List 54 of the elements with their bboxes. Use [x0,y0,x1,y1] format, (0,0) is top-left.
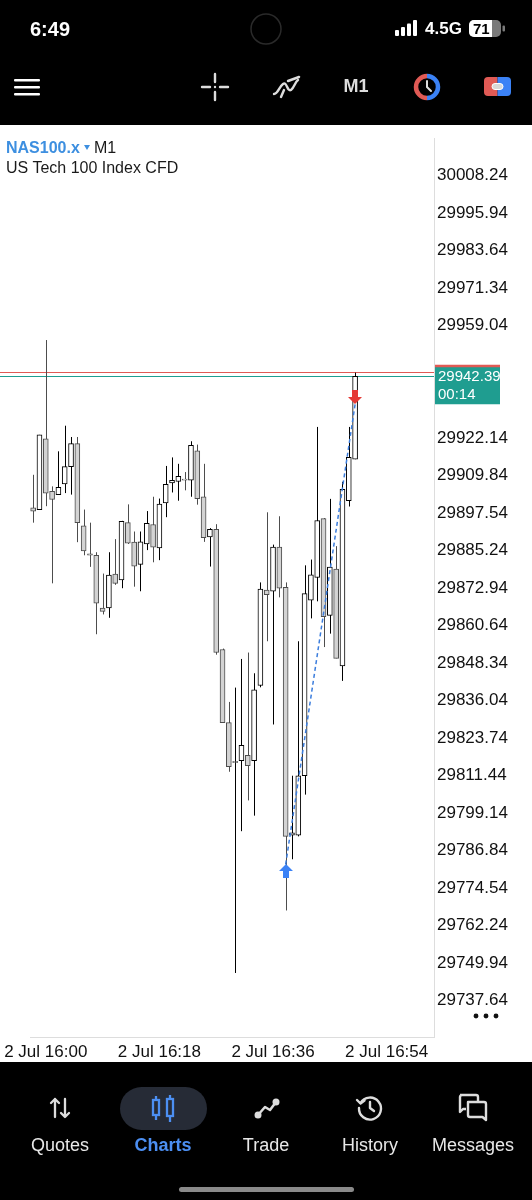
y-tick-label: 29811.44 [437,765,507,785]
x-tick-label: 2 Jul 16:54 [345,1041,429,1061]
candlestick [181,471,188,491]
candlestick [150,496,156,563]
candlestick [30,474,36,524]
chart-title: NAS100.x [6,138,80,158]
text: Trade [242,1135,290,1157]
candlestick [162,465,169,518]
text: Messages [431,1135,515,1157]
candlestick [68,436,74,496]
y-tick-label: 29922.14 [437,427,508,447]
y-tick-label: 29762.24 [437,915,508,935]
candlestick [87,522,93,568]
y-tick-label: 29995.94 [437,202,508,222]
candlestick [308,559,314,619]
text: 6:49 [30,17,71,41]
candlestick [61,425,68,494]
candlestick [244,652,251,801]
x-tick-label: 2 Jul 16:00 [4,1041,88,1061]
y-tick-label: 29786.84 [437,840,508,860]
candlestick [263,511,270,642]
y-tick-label: 29774.54 [437,877,508,897]
y-tick-label: 29897.54 [437,502,508,522]
y-tick-label: 29959.04 [437,315,508,335]
y-tick-label: 29823.74 [437,727,508,747]
ref-line-label: 29942.39 [438,367,501,385]
y-tick-label: 29983.64 [437,240,508,260]
y-tick-label: 29860.64 [437,615,508,635]
y-tick-label: 29749.94 [437,952,508,972]
text: 00:14 [438,385,476,403]
y-tick-label: 29799.14 [437,802,508,822]
text: Quotes [30,1135,90,1157]
candlestick [49,485,55,584]
annotation: M1 [94,138,117,158]
x-tick-label: 2 Jul 16:18 [117,1041,201,1061]
y-tick-label: 29885.24 [437,540,508,560]
text: History [341,1135,399,1157]
x-tick-label: 2 Jul 16:36 [231,1041,315,1061]
candlestick [131,531,137,588]
candlestick [125,503,131,545]
candlestick [207,527,213,568]
text: M1 [343,76,369,98]
y-tick-label: 29737.64 [437,990,508,1010]
text: US Tech 100 Index CFD [6,157,179,177]
text: Charts [134,1135,192,1157]
text: 71 [473,20,490,38]
candlestick [112,538,119,586]
y-tick-label: 29836.04 [437,690,508,710]
y-tick-label: 29909.84 [437,465,508,485]
y-tick-label: 30008.24 [437,165,508,185]
y-tick-label: 29971.34 [437,277,508,297]
y-tick-label: 29848.34 [437,652,508,672]
text: 4.5G [425,18,462,40]
y-tick-label: 29872.94 [437,577,508,597]
